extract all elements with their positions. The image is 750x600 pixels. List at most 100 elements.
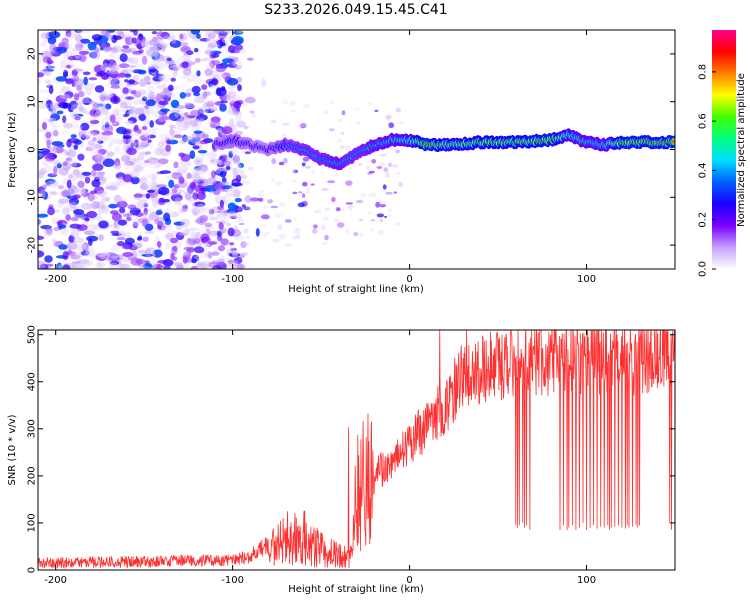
noise-blob — [385, 114, 392, 120]
noise-blob — [76, 30, 84, 35]
noise-blob — [56, 262, 63, 269]
noise-blob — [72, 260, 81, 265]
noise-blob — [168, 124, 176, 129]
noise-blob — [244, 235, 251, 239]
noise-blob — [119, 93, 130, 100]
noise-blob — [97, 140, 104, 144]
noise-blob — [358, 232, 363, 237]
noise-blob — [211, 170, 216, 179]
noise-blob — [67, 137, 80, 144]
noise-blob — [204, 108, 215, 114]
noise-blob — [73, 68, 84, 72]
noise-blob — [206, 37, 213, 42]
noise-blob — [116, 181, 127, 186]
noise-blob — [105, 126, 114, 133]
noise-blob — [100, 96, 112, 100]
noise-blob — [168, 211, 179, 218]
noise-blob — [324, 207, 331, 212]
noise-blob — [207, 251, 213, 259]
noise-blob — [77, 224, 88, 231]
noise-blob — [370, 228, 375, 232]
noise-blob — [182, 255, 190, 260]
noise-blob — [144, 75, 151, 82]
noise-blob — [51, 216, 57, 224]
noise-blob — [177, 124, 187, 132]
noise-blob — [171, 126, 182, 134]
noise-blob — [339, 144, 345, 150]
noise-blob — [193, 210, 198, 216]
noise-blob — [242, 179, 250, 185]
noise-blob — [50, 124, 60, 128]
noise-blob — [215, 126, 224, 131]
noise-blob — [236, 120, 247, 128]
noise-blob — [193, 48, 199, 53]
noise-blob — [380, 201, 387, 206]
noise-blob — [77, 180, 85, 188]
noise-blob — [196, 70, 201, 77]
noise-blob — [113, 162, 122, 170]
noise-blob — [186, 74, 196, 81]
noise-blob — [376, 213, 385, 218]
noise-blob — [165, 144, 172, 152]
noise-blob — [59, 61, 66, 70]
noise-blob — [177, 121, 189, 125]
noise-blob — [139, 176, 148, 185]
noise-blob — [200, 57, 211, 62]
noise-blob — [158, 186, 170, 196]
noise-blob — [157, 260, 169, 264]
noise-blob — [139, 134, 150, 141]
noise-blob — [77, 259, 89, 265]
noise-blob — [109, 114, 116, 123]
noise-blob — [152, 109, 163, 118]
noise-blob — [292, 217, 297, 221]
noise-blob — [130, 176, 140, 185]
noise-blob — [195, 118, 205, 123]
noise-blob — [168, 84, 174, 92]
noise-blob — [148, 46, 154, 51]
noise-blob — [135, 89, 147, 96]
noise-blob — [85, 247, 96, 255]
noise-blob — [71, 47, 80, 53]
noise-blob — [108, 203, 118, 209]
noise-blob — [121, 262, 132, 269]
noise-blob — [91, 102, 99, 111]
noise-blob — [169, 237, 179, 244]
noise-blob — [240, 241, 247, 249]
noise-blob — [91, 200, 100, 210]
noise-blob — [320, 241, 328, 245]
noise-blob — [196, 204, 206, 212]
noise-blob — [271, 238, 280, 243]
noise-blob — [144, 230, 155, 234]
noise-blob — [60, 190, 70, 198]
noise-blob — [78, 130, 87, 138]
noise-blob — [55, 95, 67, 104]
noise-blob — [100, 42, 106, 49]
noise-blob — [379, 162, 386, 167]
y-tick-label: 500 — [27, 325, 38, 344]
noise-blob — [56, 110, 64, 115]
noise-blob — [123, 162, 131, 170]
noise-blob — [44, 263, 54, 267]
noise-blob — [155, 163, 161, 169]
noise-blob — [232, 124, 238, 133]
noise-blob — [335, 207, 341, 212]
noise-blob — [110, 255, 118, 260]
noise-blob — [235, 218, 245, 223]
noise-blob — [171, 188, 178, 194]
noise-blob — [204, 180, 209, 186]
noise-blob — [218, 181, 230, 186]
noise-blob — [249, 110, 255, 114]
noise-blob — [205, 100, 217, 104]
noise-blob — [212, 70, 218, 78]
noise-blob — [204, 49, 215, 55]
noise-blob — [64, 42, 71, 48]
noise-blob — [152, 73, 164, 78]
noise-blob — [199, 151, 205, 161]
noise-blob — [138, 49, 144, 54]
noise-blob — [184, 92, 192, 97]
noise-blob — [145, 99, 156, 107]
noise-blob — [69, 50, 76, 56]
noise-blob — [136, 107, 144, 111]
noise-blob — [182, 68, 192, 76]
noise-blob — [233, 257, 243, 264]
